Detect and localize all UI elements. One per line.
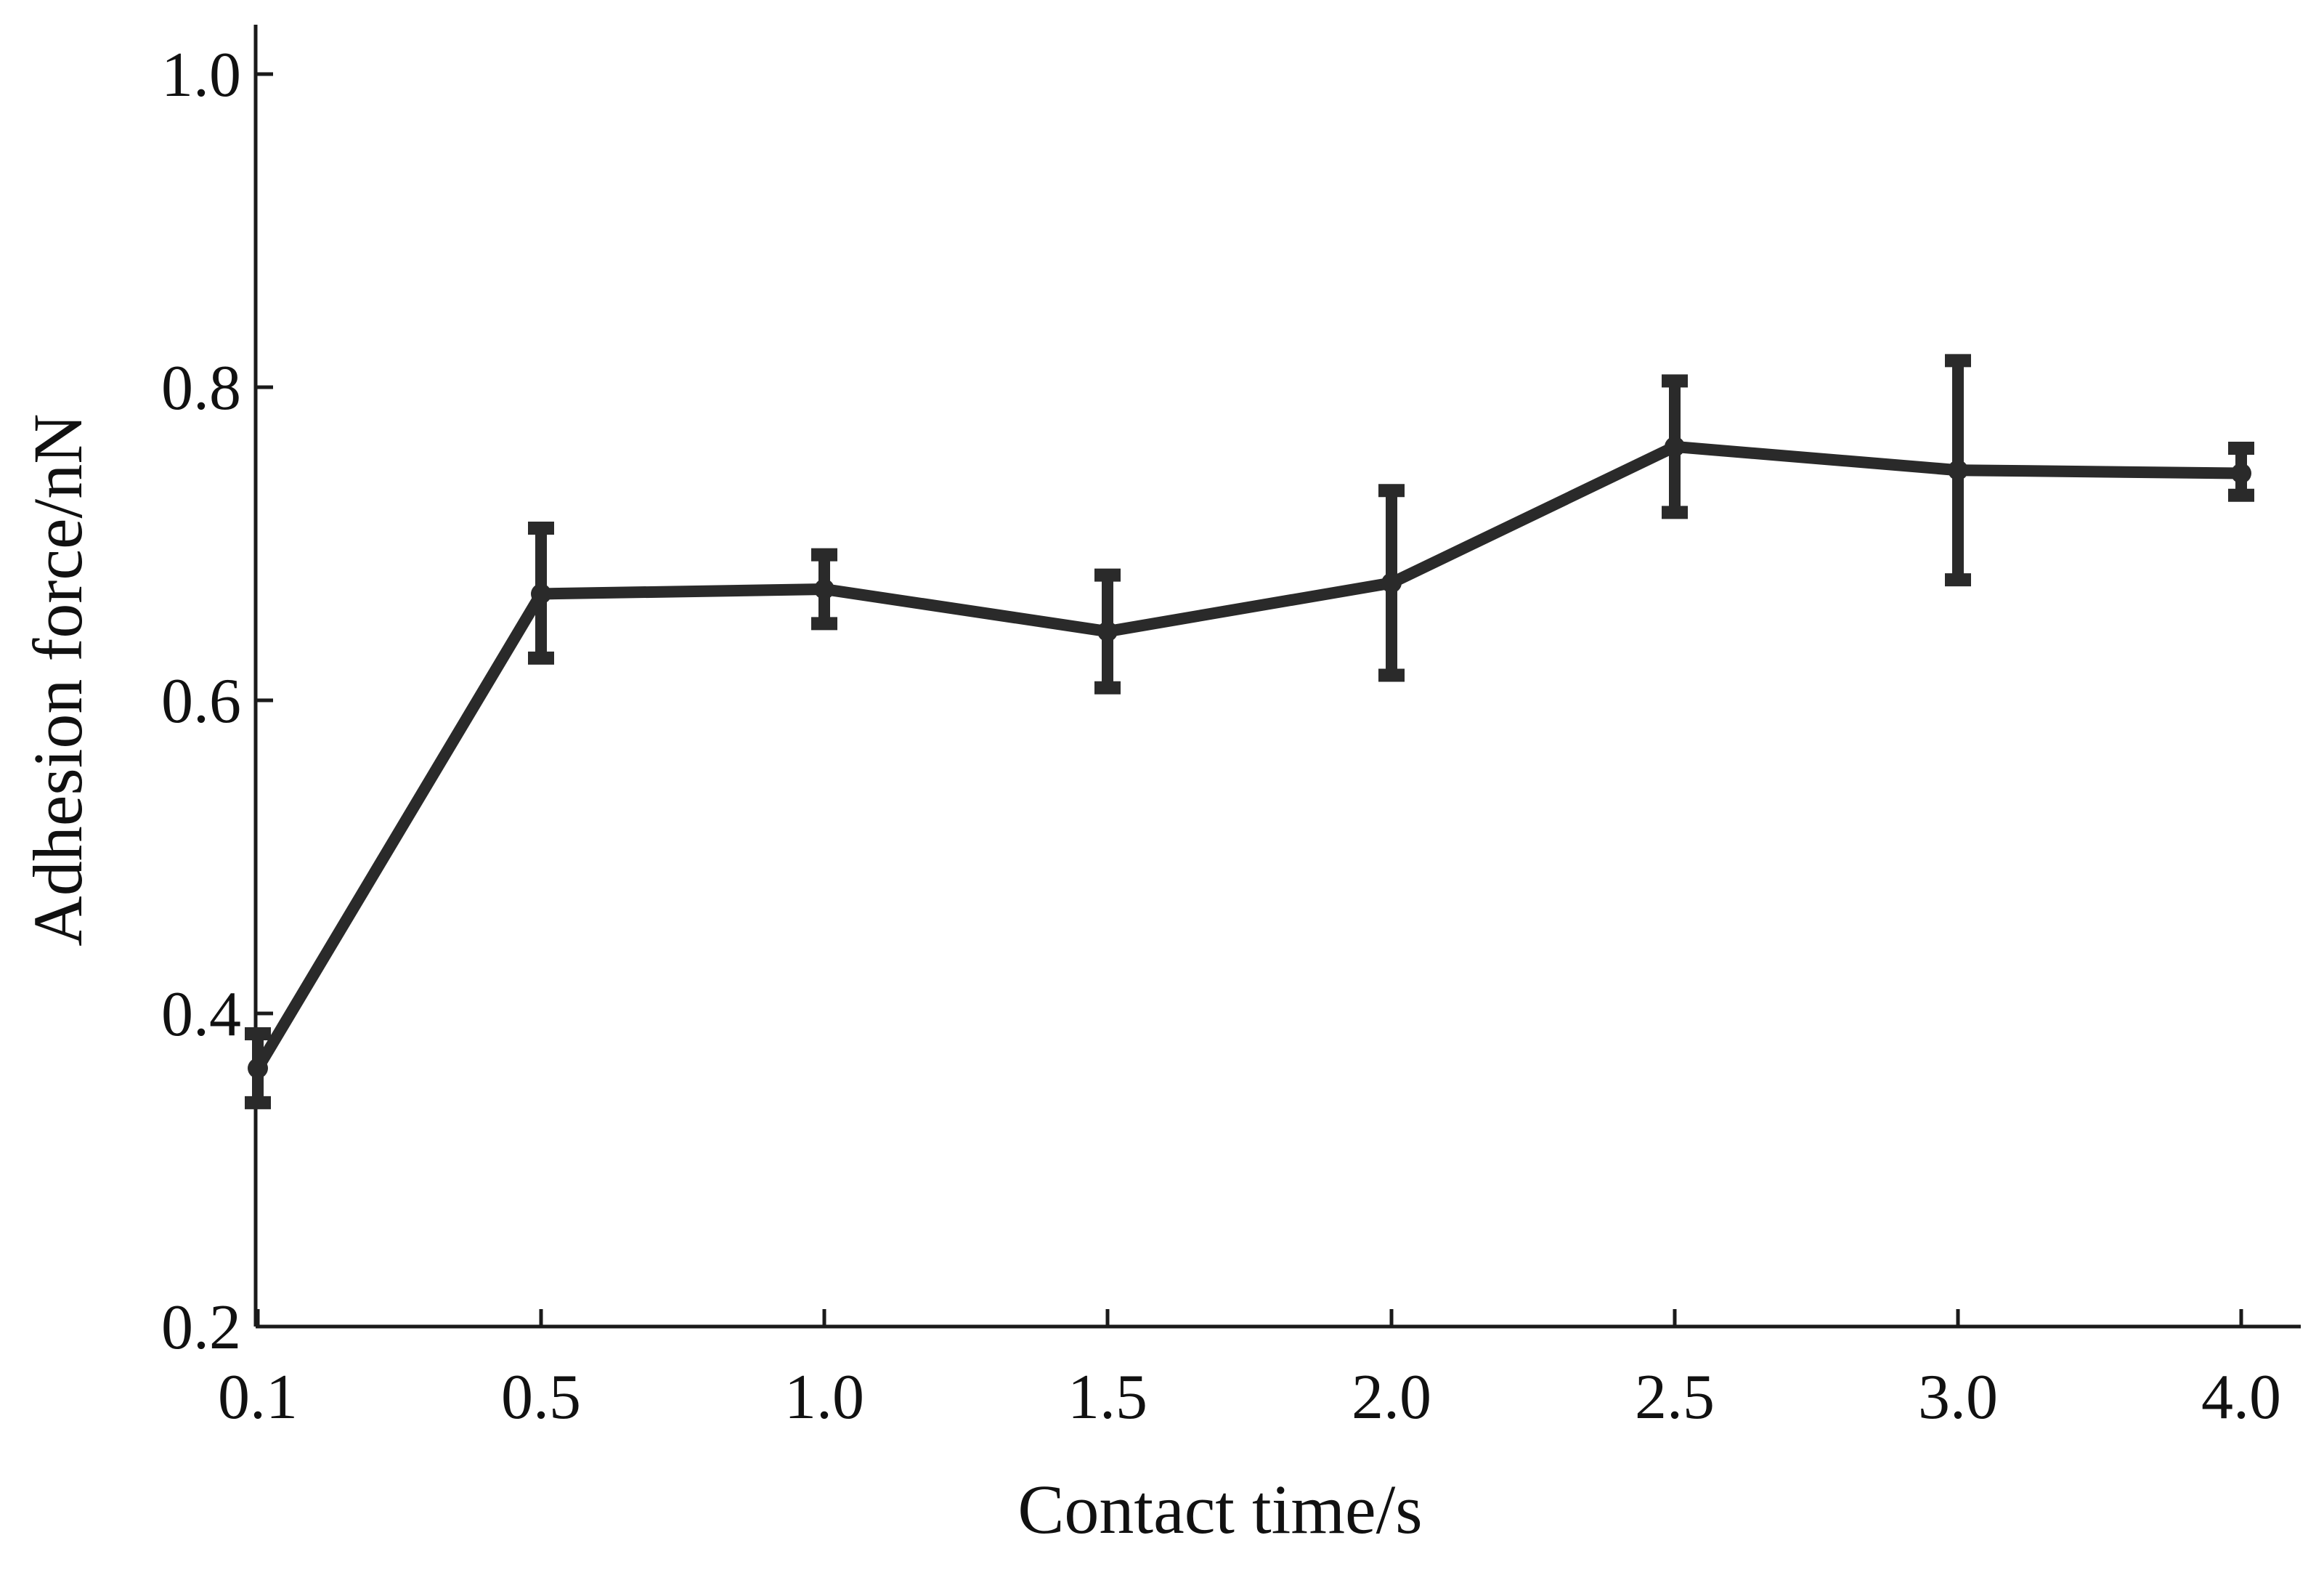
x-axis-label: Contact time/s bbox=[1017, 1470, 1422, 1548]
x-tick-label: 4.0 bbox=[2201, 1362, 2281, 1433]
data-point bbox=[1665, 436, 1685, 457]
x-axis-ticks: 0.1 0.5 1.0 1.5 2.0 2.5 3.0 4.0 bbox=[218, 1309, 2281, 1433]
data-point bbox=[2231, 463, 2251, 484]
y-tick-label: 0.6 bbox=[161, 666, 241, 737]
x-tick-label: 0.5 bbox=[501, 1362, 581, 1433]
series-line bbox=[252, 440, 2247, 1074]
x-tick-label: 2.5 bbox=[1635, 1362, 1715, 1433]
axes bbox=[253, 25, 2301, 1329]
data-point bbox=[248, 1058, 268, 1079]
x-tick-label: 1.0 bbox=[784, 1362, 864, 1433]
y-tick-label: 0.4 bbox=[161, 979, 241, 1050]
data-point bbox=[814, 578, 834, 599]
x-tick-label: 2.0 bbox=[1352, 1362, 1431, 1433]
x-tick-label: 0.1 bbox=[218, 1362, 298, 1433]
y-tick-label: 0.2 bbox=[161, 1292, 241, 1363]
x-tick-label: 1.5 bbox=[1068, 1362, 1147, 1433]
series-group bbox=[245, 354, 2254, 1109]
data-point bbox=[1097, 621, 1118, 642]
x-tick-label: 3.0 bbox=[1918, 1362, 1998, 1433]
data-point bbox=[1381, 572, 1402, 594]
y-tick-label: 0.8 bbox=[161, 353, 241, 424]
y-axis-label: Adhesion force/nN bbox=[19, 413, 97, 946]
y-tick-label: 1.0 bbox=[161, 40, 241, 110]
y-axis-ticks: 0.2 0.4 0.6 0.8 1.0 bbox=[161, 40, 273, 1363]
data-point bbox=[1948, 460, 1968, 481]
data-point bbox=[531, 583, 551, 604]
